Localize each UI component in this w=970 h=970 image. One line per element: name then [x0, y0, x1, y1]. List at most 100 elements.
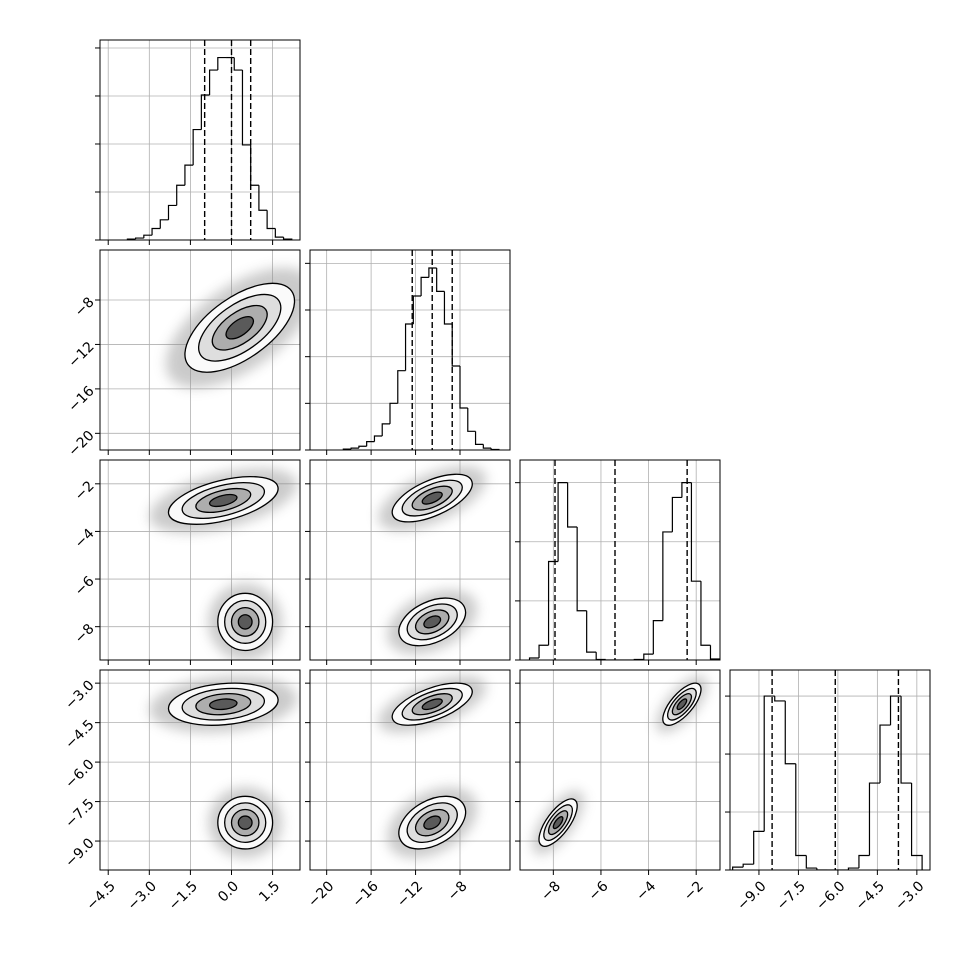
histogram-bin	[208, 69, 218, 96]
histogram-bin	[681, 482, 692, 498]
panel	[310, 670, 510, 870]
histogram-bin	[643, 653, 654, 660]
x-tick-label: 0.0	[215, 878, 242, 905]
x-tick-label: −4.5	[853, 878, 888, 913]
panel-frame	[519, 459, 721, 661]
histogram-bin	[451, 324, 460, 367]
x-tick-label: −4.5	[84, 878, 119, 913]
histogram-bin	[805, 855, 817, 869]
histogram-bin	[742, 863, 754, 868]
y-tick-label: −12	[65, 339, 97, 371]
histogram-bin	[373, 435, 383, 442]
histogram-bin	[482, 444, 492, 449]
histogram-bin	[266, 210, 276, 230]
histogram-bin	[474, 431, 484, 445]
panel	[310, 460, 510, 660]
x-tick-label: −3.0	[125, 878, 160, 913]
histogram-bin	[397, 370, 406, 404]
x-tick-label: 1.5	[256, 878, 283, 905]
histogram-bin	[847, 867, 859, 870]
y-tick-label: −8	[72, 621, 98, 647]
histogram-bin	[671, 496, 682, 532]
x-tick-label: −1.5	[166, 878, 201, 913]
histogram-bin	[567, 482, 578, 528]
histogram-bin	[241, 70, 251, 146]
x-tick-label: −3.0	[892, 878, 927, 913]
histogram-bin	[420, 276, 429, 297]
panel-frame	[309, 459, 511, 661]
histogram-bin	[350, 447, 359, 450]
histogram-bin	[732, 866, 744, 870]
y-tick-label: −6	[72, 573, 98, 599]
histogram-bin	[159, 219, 169, 229]
x-tick-label: −2	[681, 878, 707, 904]
panel-frame	[309, 249, 511, 451]
x-tick-label: −16	[350, 878, 382, 910]
histogram-bin	[459, 366, 468, 409]
x-tick-label: −6.0	[813, 878, 848, 913]
histogram-bin	[200, 94, 210, 130]
histogram-bin	[358, 445, 367, 449]
density-contour	[421, 491, 443, 505]
histogram-bin	[900, 696, 912, 784]
y-tick-label: −8	[72, 294, 98, 320]
histogram-bin	[538, 644, 549, 659]
histogram-bin	[274, 228, 284, 238]
histogram-bin	[250, 144, 259, 186]
histogram-bin	[135, 237, 144, 240]
panel	[520, 670, 720, 870]
histogram-bin	[889, 695, 902, 726]
histogram-bin	[709, 645, 720, 660]
panel	[310, 250, 510, 450]
histogram-bin	[652, 619, 663, 655]
y-tick-label: −6.0	[62, 756, 97, 791]
histogram-bin	[868, 782, 880, 856]
density-contour	[208, 493, 238, 508]
density-contour	[225, 316, 255, 340]
histogram-bin	[436, 268, 445, 292]
histogram-bin	[879, 724, 891, 784]
x-tick-label: −7.5	[774, 878, 809, 913]
density-contour	[423, 615, 442, 629]
y-tick-label: −9.0	[62, 835, 97, 870]
histogram-bin	[412, 295, 422, 325]
panel-frame	[99, 459, 301, 661]
histogram-bin	[586, 610, 597, 653]
histogram-bin	[467, 408, 476, 432]
y-tick-label: −4.5	[62, 717, 97, 752]
panel-frame	[309, 669, 511, 871]
histogram-bin	[366, 441, 375, 447]
panel-frame	[99, 669, 301, 871]
y-tick-label: −16	[65, 383, 97, 415]
histogram-bin	[381, 423, 390, 437]
histogram-bin	[784, 700, 796, 765]
histogram-bin	[258, 185, 268, 211]
histogram-bin	[858, 854, 870, 869]
histogram-bin	[184, 164, 194, 186]
histogram-bin	[557, 482, 568, 562]
density-contour	[552, 816, 564, 830]
histogram-bin	[774, 696, 786, 702]
panel	[100, 460, 300, 660]
histogram-bin	[690, 482, 701, 582]
histogram-bin	[143, 234, 153, 239]
panel	[520, 460, 720, 660]
panel-frame	[729, 669, 931, 871]
histogram-bin	[233, 57, 243, 71]
panel	[100, 250, 300, 450]
panel-frame	[99, 39, 301, 241]
x-tick-label: −20	[305, 878, 337, 910]
x-tick-label: −12	[394, 878, 426, 910]
histogram-bin	[816, 868, 828, 870]
histogram-bin	[151, 227, 161, 236]
panel	[100, 670, 300, 870]
histogram-bin	[389, 402, 398, 424]
y-tick-label: −7.5	[62, 796, 97, 831]
histogram-bin	[576, 526, 587, 612]
x-tick-label: −8	[445, 878, 471, 904]
histogram-bin	[795, 763, 807, 857]
density-contour	[423, 815, 442, 830]
density-contour	[421, 698, 443, 711]
histogram-bin	[662, 531, 673, 621]
